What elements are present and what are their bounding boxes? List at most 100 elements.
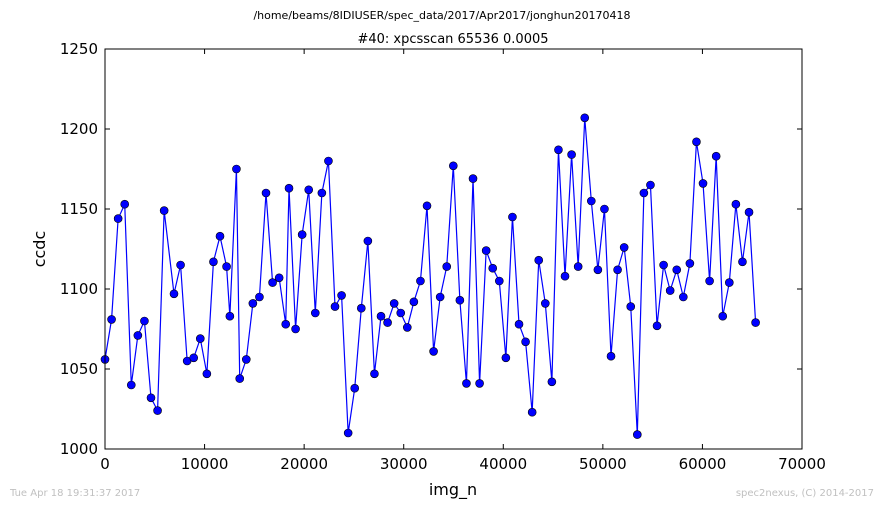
data-point: [330, 302, 340, 311]
data-point: [310, 308, 320, 318]
data-point: [672, 265, 682, 275]
data-point: [107, 315, 116, 324]
data-point: [429, 347, 438, 356]
data-point: [146, 393, 156, 403]
data-point: [514, 319, 524, 329]
data-point: [304, 185, 314, 195]
data-point: [639, 188, 649, 198]
data-point: [422, 201, 432, 211]
data-point: [718, 311, 728, 321]
data-point: [613, 265, 622, 275]
axis-ticks: 0 10000 20000 30000 40000 50000 60000 70000 1000…: [60, 40, 826, 473]
data-point: [652, 321, 662, 331]
data-point: [600, 204, 609, 214]
y-tick-label: 1050: [60, 360, 98, 378]
data-point: [133, 331, 143, 340]
data-point: [705, 276, 714, 286]
data-point: [222, 262, 231, 271]
data-point: [541, 299, 550, 308]
data-point: [468, 174, 478, 183]
data-point: [501, 353, 511, 363]
x-tick-label: 70000: [778, 455, 826, 473]
data-point: [619, 243, 629, 252]
data-point: [449, 161, 458, 171]
data-point: [402, 323, 412, 332]
data-point: [731, 199, 741, 209]
data-point: [534, 255, 544, 265]
data-point: [169, 289, 179, 299]
x-tick-label: 20000: [280, 455, 328, 473]
data-point: [593, 265, 603, 275]
plot-frame: [104, 48, 803, 450]
x-tick-label: 30000: [380, 455, 428, 473]
data-point: [159, 206, 169, 215]
data-point: [261, 188, 271, 198]
data-point: [455, 295, 465, 305]
data-point: [215, 231, 225, 241]
data-point: [126, 380, 136, 390]
data-point: [202, 369, 212, 379]
x-tick-label: 40000: [479, 455, 527, 473]
data-point: [462, 379, 471, 388]
x-tick-label: 10000: [181, 455, 229, 473]
data-point: [291, 324, 300, 334]
data-point: [409, 297, 419, 307]
data-point: [435, 292, 445, 302]
data-point: [324, 156, 333, 166]
data-point: [547, 377, 557, 387]
data-point: [521, 337, 530, 347]
data-point: [337, 291, 346, 300]
data-point: [241, 355, 251, 364]
footer-credit: spec2nexus, (C) 2014-2017: [735, 488, 874, 499]
data-point: [176, 260, 185, 270]
data-point: [376, 311, 386, 321]
data-point: [744, 207, 754, 217]
data-point: [284, 183, 294, 193]
footer-timestamp: Tue Apr 18 19:31:37 2017: [10, 488, 141, 499]
data-point: [698, 179, 708, 188]
y-tick-label: 1150: [60, 200, 98, 218]
data-point: [370, 369, 379, 379]
data-point: [580, 113, 590, 123]
data-point: [573, 262, 583, 271]
data-point: [209, 257, 218, 267]
y-tick-label: 1100: [60, 280, 98, 298]
data-point: [488, 263, 498, 273]
data-point: [297, 230, 307, 239]
data-point: [383, 318, 392, 327]
data-point: [317, 188, 327, 198]
data-point: [725, 278, 734, 287]
data-point: [189, 353, 199, 363]
data-point: [153, 406, 162, 415]
data-point: [363, 236, 373, 246]
data-point: [225, 311, 235, 321]
data-point: [685, 259, 695, 268]
data-point: [711, 151, 721, 161]
y-tick-label: 1000: [60, 440, 98, 458]
data-point: [481, 246, 491, 255]
x-tick-label: 0: [100, 455, 110, 473]
data-point: [248, 299, 258, 308]
x-tick-label: 60000: [679, 455, 727, 473]
data-point: [350, 383, 360, 393]
data-point: [560, 271, 570, 281]
data-point: [281, 319, 291, 329]
data-point: [268, 278, 277, 287]
data-point: [232, 164, 241, 174]
data-point: [679, 292, 688, 302]
data-point: [495, 276, 504, 286]
y-tick-label: 1200: [60, 120, 98, 138]
data-point: [626, 302, 636, 311]
data-point: [554, 145, 563, 155]
data-point: [692, 137, 701, 147]
data-point: [475, 379, 484, 388]
chart-title: #40: xpcsscan 65536 0.0005: [357, 32, 548, 47]
y-tick-label: 1250: [60, 40, 98, 58]
data-point: [606, 351, 616, 361]
data-point: [343, 428, 353, 438]
data-point: [140, 316, 149, 326]
data-point: [255, 292, 264, 302]
plot-data: [100, 113, 760, 439]
data-point: [508, 212, 517, 222]
chart-suptitle: /home/beams/8IDIUSER/spec_data/2017/Apr2…: [253, 9, 630, 22]
